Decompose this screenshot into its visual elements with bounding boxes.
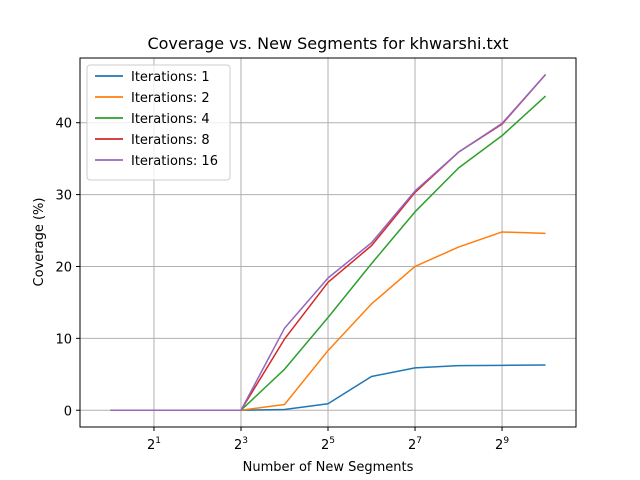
- chart-title: Coverage vs. New Segments for khwarshi.t…: [147, 34, 508, 53]
- x-tick-label: 21: [147, 436, 161, 453]
- x-tick-label: 23: [234, 436, 248, 453]
- y-tick-label: 30: [55, 189, 72, 204]
- legend-label-3: Iterations: 4: [131, 112, 210, 127]
- y-axis-label: Coverage (%): [32, 198, 47, 287]
- legend-label-1: Iterations: 1: [131, 70, 210, 85]
- x-tick-label: 27: [408, 436, 422, 453]
- y-tick-label: 20: [55, 260, 72, 275]
- legend-box: [86, 64, 231, 181]
- x-tick-label: 25: [321, 436, 335, 453]
- y-tick-label: 0: [64, 404, 72, 419]
- y-tick-label: 10: [55, 332, 72, 347]
- x-axis-label: Number of New Segments: [243, 460, 414, 475]
- y-tick-label: 40: [55, 117, 72, 132]
- x-tick-label: 29: [495, 436, 509, 453]
- legend-label-5: Iterations: 16: [131, 154, 218, 169]
- series-line-5: [110, 74, 547, 411]
- legend-label-2: Iterations: 2: [131, 91, 210, 106]
- plot-area: 21 23 25 27 29 0 10 20 30 40 Iterations: 1 Iteratio…: [55, 57, 577, 453]
- legend-label-4: Iterations: 8: [131, 133, 210, 148]
